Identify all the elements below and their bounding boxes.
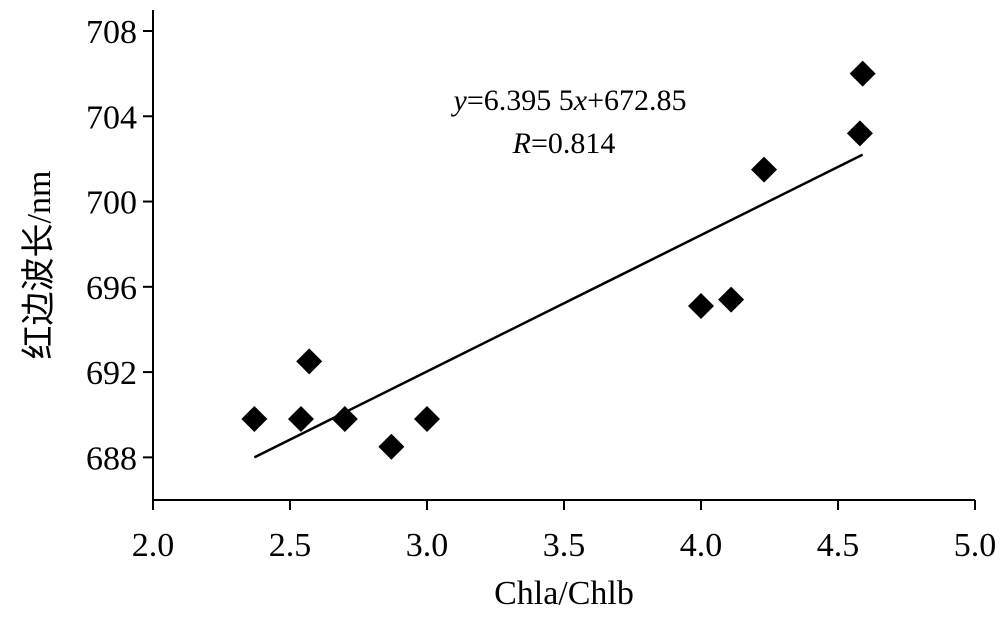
y-tick-label: 700: [86, 185, 137, 222]
annotation-part: y: [451, 84, 468, 117]
x-tick-label: 2.0: [132, 527, 175, 564]
x-tick-label: 3.0: [406, 527, 449, 564]
y-axis-title: 红边波长/nm: [20, 171, 58, 360]
point: [241, 405, 268, 432]
point: [846, 120, 873, 147]
point: [718, 286, 745, 313]
x-tick-label: 4.0: [680, 527, 723, 564]
annotation-part: x: [573, 84, 588, 117]
x-tick-label: 2.5: [269, 527, 312, 564]
point: [849, 60, 876, 87]
annotation-part: +672.85: [587, 84, 686, 117]
point: [688, 293, 714, 320]
y-tick-label: 696: [86, 270, 137, 307]
annotation-part: =6.395 5: [467, 84, 574, 117]
point: [296, 348, 323, 375]
y-tick-label: 688: [86, 440, 137, 477]
point: [378, 433, 405, 460]
annotation-part: =0.814: [531, 127, 615, 160]
trend-line: [253, 153, 864, 459]
annotation: R=0.814: [512, 127, 616, 160]
point: [287, 405, 314, 432]
annotation-part: R: [512, 127, 531, 160]
annotation: y=6.395 5x+672.85: [451, 84, 687, 117]
y-tick-label: 708: [86, 14, 137, 51]
y-tick-label: 704: [86, 99, 137, 136]
point: [751, 156, 778, 183]
x-tick-label: 3.5: [543, 527, 586, 564]
point: [331, 405, 358, 432]
x-tick-label: 5.0: [954, 527, 997, 564]
y-tick-label: 692: [86, 355, 137, 392]
x-axis-title: Chla/Chlb: [494, 575, 634, 612]
x-tick-label: 4.5: [817, 527, 860, 564]
point: [414, 405, 440, 432]
